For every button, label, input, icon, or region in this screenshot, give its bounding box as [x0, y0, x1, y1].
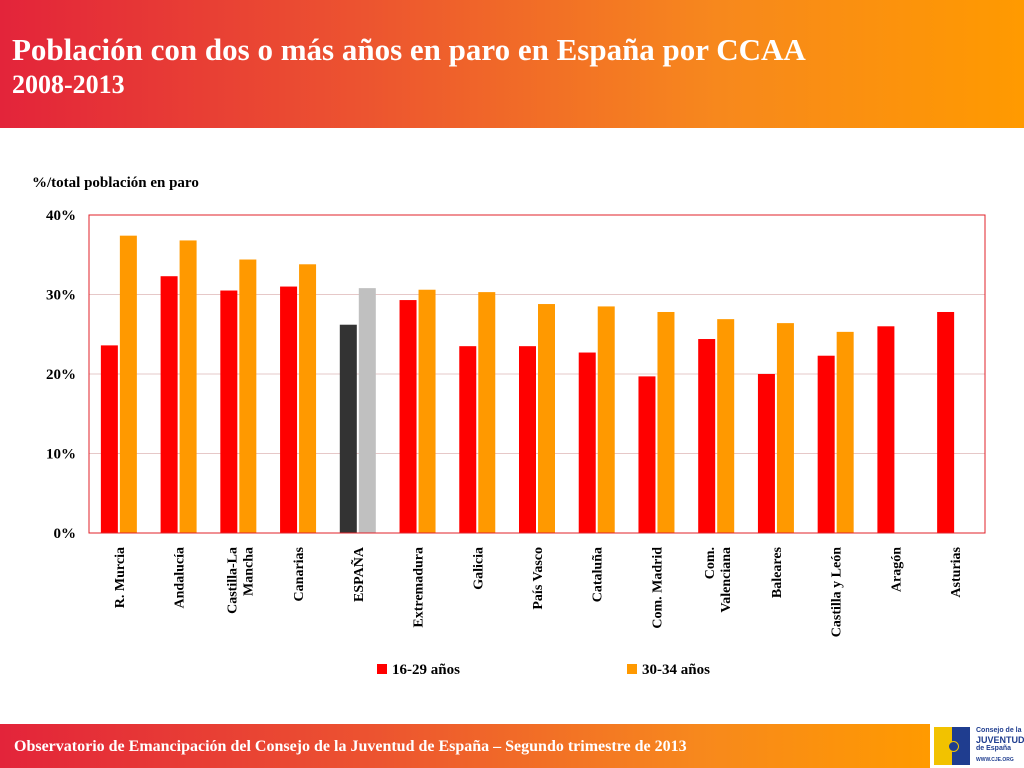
logo-line-2: JUVENTUD: [976, 735, 1024, 745]
x-tick-label: ESPAÑA: [349, 546, 367, 602]
bar-16-29-13: [877, 326, 895, 533]
legend-item-series-2: 30-34 años: [627, 662, 710, 679]
y-tick-label: 0%: [54, 526, 77, 542]
bar-30-34-7: [538, 304, 555, 533]
header-banner: Población con dos o más años en paro en …: [0, 0, 1024, 128]
bar-16-29-12: [817, 355, 835, 533]
x-tick-label: R. Murcia: [113, 547, 128, 608]
bar-16-29-11: [757, 374, 775, 533]
x-tick-label: Galicia: [471, 547, 486, 590]
bar-30-34-9: [657, 311, 675, 533]
y-tick-label: 10%: [46, 447, 76, 463]
bar-30-34-10: [717, 319, 735, 533]
x-tick-label: Aragón: [889, 547, 904, 592]
bar-30-34-2: [239, 259, 257, 533]
x-tick-label: Castilla-LaMancha: [225, 547, 256, 614]
legend-label-series-1: 16-29 años: [392, 662, 460, 678]
legend-label-series-2: 30-34 años: [642, 662, 710, 678]
x-tick-label: País Vasco: [531, 547, 546, 610]
cje-logo-text: Consejo de la JUVENTUD de España WWW.CJE…: [976, 727, 1024, 764]
x-tick-label: Castilla y León: [830, 547, 845, 637]
cje-logo-icon: [934, 727, 970, 765]
footer-text: Observatorio de Emancipación del Consejo…: [14, 738, 687, 755]
page-title: Población con dos o más años en paro en …: [12, 32, 806, 67]
bar-30-34-11: [776, 323, 794, 533]
bar-16-29-0: [100, 345, 118, 533]
bar-16-29-8: [578, 352, 596, 533]
legend-swatch-series-1: [377, 664, 387, 674]
plot-area-border: [88, 214, 986, 534]
x-tick-label: Cataluña: [591, 547, 606, 602]
bar-16-29-5: [399, 300, 417, 533]
bar-30-34-0: [119, 235, 137, 534]
x-tick-label: Com.Valenciana: [703, 547, 734, 613]
logo-line-1: Consejo de la: [976, 727, 1022, 734]
bar-30-34-12: [836, 331, 854, 533]
bar-16-29-1: [160, 276, 178, 533]
logo-line-4: WWW.CJE.ORG: [976, 757, 1014, 763]
bar-30-34-6: [478, 292, 496, 533]
bar-16-29-9: [638, 376, 656, 533]
y-tick-label: 40%: [46, 208, 76, 224]
bar-16-29-7: [519, 346, 536, 533]
bar-30-34-1: [179, 240, 197, 533]
legend-item-series-1: 16-29 años: [377, 662, 460, 679]
bar-16-29-6: [459, 346, 477, 533]
footer-banner: Observatorio de Emancipación del Consejo…: [0, 724, 930, 768]
bar-16-29-4: [339, 324, 357, 533]
x-tick-label: Asturias: [949, 546, 964, 597]
bar-30-34-5: [418, 289, 436, 533]
bar-30-34-3: [299, 264, 317, 533]
y-axis-label: %/total población en paro: [32, 175, 199, 191]
bar-16-29-3: [280, 286, 298, 533]
cje-logo: Consejo de la JUVENTUD de España WWW.CJE…: [932, 724, 1024, 768]
logo-line-3: de España: [976, 745, 1012, 752]
bar-30-34-8: [597, 306, 615, 533]
bar-16-29-2: [220, 290, 238, 533]
bar-16-29-10: [698, 339, 716, 533]
x-tick-label: Baleares: [770, 546, 785, 598]
x-tick-label: Andalucía: [173, 547, 188, 608]
page-subtitle: 2008-2013: [12, 70, 125, 99]
chart-legend: 16-29 años 30-34 años: [0, 662, 1024, 682]
legend-swatch-series-2: [627, 664, 637, 674]
bar-16-29-14: [937, 311, 955, 533]
x-tick-label: Com. Madrid: [650, 547, 665, 629]
x-tick-label: Extremadura: [412, 547, 427, 628]
y-tick-label: 30%: [46, 288, 76, 304]
bar-chart: 0% 10% 20% 30% 40% R. Murcia Andalucía Castilla…: [46, 208, 986, 637]
bar-30-34-4: [358, 288, 376, 533]
y-tick-label: 20%: [46, 367, 76, 383]
x-tick-label: Canarias: [292, 546, 307, 601]
